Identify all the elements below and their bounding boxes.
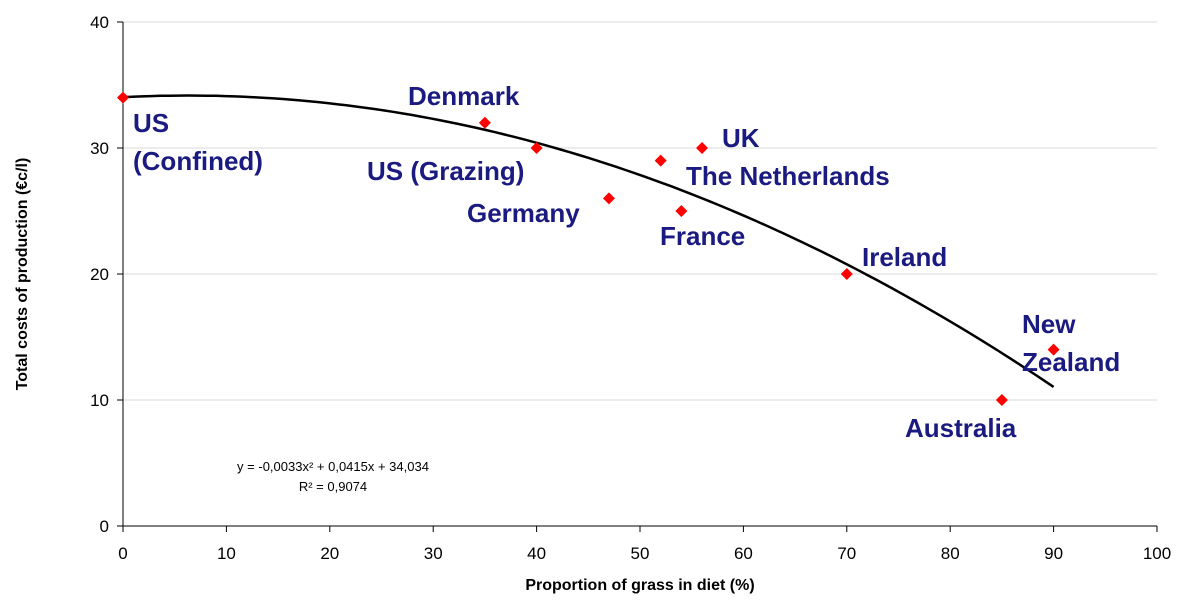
trendline — [122, 94, 1055, 388]
trend-equation: y = -0,0033x² + 0,0415x + 34,034 — [237, 459, 429, 474]
x-axis-title: Proportion of grass in diet (%) — [525, 577, 754, 594]
y-tick-label: 0 — [100, 517, 109, 536]
point-label: New Zealand — [1022, 309, 1120, 377]
point-label: France — [660, 221, 745, 251]
x-tick-label: 90 — [1044, 544, 1063, 563]
x-tick-label: 20 — [320, 544, 339, 563]
trend-r2: R² = 0,9074 — [299, 479, 367, 494]
x-tick-label: 80 — [941, 544, 960, 563]
point — [1047, 343, 1060, 356]
point — [696, 142, 709, 154]
x-tick-label: 0 — [118, 544, 127, 563]
point — [654, 154, 667, 167]
point-label: UK — [722, 123, 760, 153]
y-tick-label: 10 — [90, 391, 109, 410]
point-label: The Netherlands — [686, 161, 890, 191]
y-tick-label: 40 — [90, 13, 109, 32]
x-tick-label: 10 — [217, 544, 236, 563]
point — [995, 394, 1008, 406]
y-tick-label: 20 — [90, 265, 109, 284]
point — [530, 142, 543, 154]
x-tick-label: 100 — [1143, 544, 1171, 563]
x-tick-label: 60 — [734, 544, 753, 563]
point — [478, 116, 491, 129]
point — [675, 205, 688, 217]
x-tick-label: 50 — [631, 544, 650, 563]
point — [840, 268, 853, 280]
point — [602, 192, 615, 205]
y-axis-title: Total costs of production (€c/l) — [14, 158, 31, 391]
point — [117, 91, 129, 104]
point-label: US (Confined) — [133, 108, 263, 176]
x-tick-label: 70 — [837, 544, 856, 563]
x-tick-label: 30 — [424, 544, 443, 563]
y-tick-label: 30 — [90, 139, 109, 158]
point-label: Denmark — [408, 81, 520, 111]
point-label: Australia — [905, 413, 1017, 443]
point-label: US (Grazing) — [367, 156, 524, 186]
point-label: Germany — [467, 198, 580, 228]
point-label: Ireland — [862, 242, 947, 272]
x-tick-label: 40 — [527, 544, 546, 563]
